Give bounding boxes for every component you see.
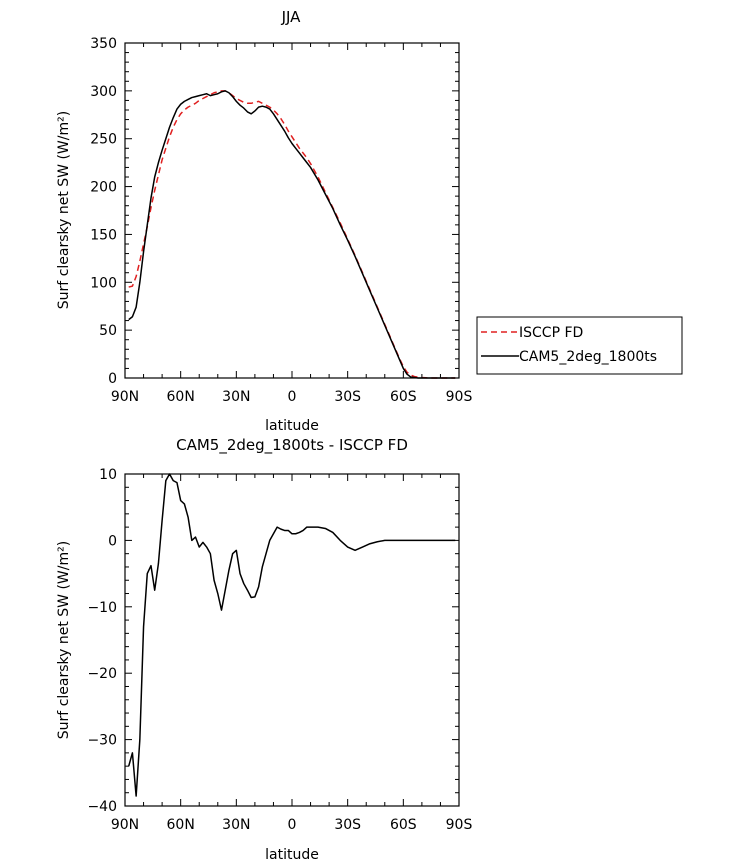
top-x-tick-label: 60N bbox=[167, 389, 195, 405]
top-plot-frame bbox=[124, 42, 460, 379]
legend-label-cam5: CAM5_2deg_1800ts bbox=[519, 349, 657, 365]
top-series-line-1 bbox=[128, 90, 456, 379]
top-x-tick-label: 60S bbox=[390, 389, 417, 405]
bottom-y-tick-label: 0 bbox=[108, 533, 117, 549]
bottom-y-tick-label: −10 bbox=[87, 600, 117, 616]
bottom-x-tick-label: 30S bbox=[334, 817, 361, 833]
top-y-axis-label: Surf clearsky net SW (W/m²) bbox=[56, 111, 72, 309]
top-y-tick-label: 250 bbox=[90, 132, 117, 148]
bottom-panel: CAM5_2deg_1800ts - ISCCP FD 90N 60N 30N 0 30… bbox=[56, 436, 472, 863]
top-series-group bbox=[128, 90, 456, 379]
top-y-tick-label: 50 bbox=[99, 323, 117, 339]
bottom-y-tick-label: 10 bbox=[99, 467, 117, 483]
bottom-y-tick-label: −30 bbox=[87, 733, 117, 749]
top-chart-title: JJA bbox=[281, 8, 302, 26]
top-panel: JJA 90N 60N 30N 0 30S 60S 90S 0 50 100 150 200 250 30… bbox=[56, 8, 472, 434]
top-x-tick-label: 90N bbox=[111, 389, 139, 405]
top-x-axis-label: latitude bbox=[265, 418, 319, 434]
bottom-axis-ticks: 90N 60N 30N 0 30S 60S 90S −40 −30 −20 −10 0 10 bbox=[87, 467, 472, 833]
legend-box bbox=[476, 316, 683, 375]
top-y-tick-label: 300 bbox=[90, 84, 117, 100]
top-y-tick-label: 150 bbox=[90, 227, 117, 243]
top-y-tick-label: 200 bbox=[90, 180, 117, 196]
top-x-tick-label: 90S bbox=[446, 389, 473, 405]
bottom-x-tick-label: 90S bbox=[446, 817, 473, 833]
top-x-tick-label: 30N bbox=[222, 389, 250, 405]
bottom-plot-frame bbox=[124, 473, 460, 807]
bottom-y-tick-label: −20 bbox=[87, 666, 117, 682]
bottom-x-axis-label: latitude bbox=[265, 847, 319, 863]
bottom-y-axis-label: Surf clearsky net SW (W/m²) bbox=[56, 541, 72, 739]
bottom-series-line-0 bbox=[127, 473, 456, 797]
top-y-tick-label: 350 bbox=[90, 36, 117, 52]
top-series-line-0 bbox=[128, 90, 456, 379]
bottom-x-tick-label: 30N bbox=[222, 817, 250, 833]
bottom-x-tick-label: 60N bbox=[167, 817, 195, 833]
bottom-x-tick-label: 0 bbox=[288, 817, 297, 833]
top-x-tick-label: 0 bbox=[288, 389, 297, 405]
bottom-series-group bbox=[127, 473, 456, 797]
bottom-x-tick-label: 60S bbox=[390, 817, 417, 833]
bottom-x-tick-label: 90N bbox=[111, 817, 139, 833]
top-axis-ticks: 90N 60N 30N 0 30S 60S 90S 0 50 100 150 200 250 300 350 bbox=[90, 36, 472, 405]
top-x-tick-label: 30S bbox=[334, 389, 361, 405]
legend: ISCCP FD CAM5_2deg_1800ts bbox=[476, 316, 683, 375]
top-y-tick-label: 0 bbox=[108, 371, 117, 387]
top-y-tick-label: 100 bbox=[90, 275, 117, 291]
legend-label-isccp-fd: ISCCP FD bbox=[519, 325, 583, 341]
bottom-y-tick-label: −40 bbox=[87, 799, 117, 815]
bottom-chart-title: CAM5_2deg_1800ts - ISCCP FD bbox=[176, 436, 408, 455]
